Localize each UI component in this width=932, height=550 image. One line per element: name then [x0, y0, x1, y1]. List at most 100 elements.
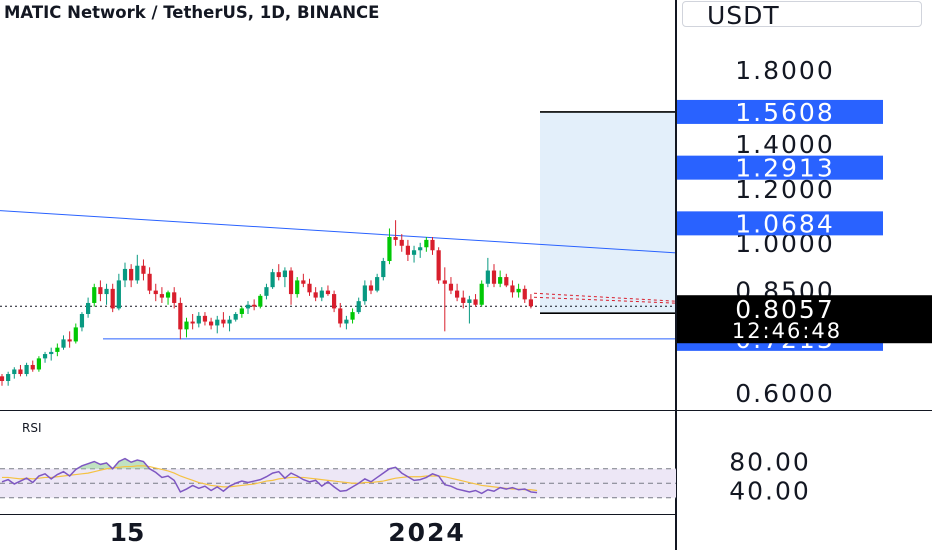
countdown-label: 12:46:48 — [732, 319, 842, 343]
rsi-overbought-fill — [2, 458, 538, 469]
candle-down — [129, 268, 134, 281]
currency-label: USDT — [707, 1, 780, 30]
price-tick-label: 1.8000 — [735, 56, 834, 85]
candle-up — [356, 301, 361, 313]
candle-down — [510, 285, 515, 293]
candle-up — [375, 277, 380, 291]
candle-down — [202, 315, 208, 322]
candle-down — [172, 292, 177, 303]
candle-down — [430, 239, 435, 251]
candle-down — [141, 265, 146, 274]
candle-up — [233, 313, 238, 320]
candle-up — [184, 321, 189, 330]
candle-up — [362, 285, 367, 302]
price-tick-label: 1.4000 — [735, 130, 834, 159]
candle-down — [399, 239, 404, 246]
candle-down — [18, 369, 23, 375]
candle-up — [245, 304, 251, 309]
chart-title: MATIC Network / TetherUS, 1D, BINANCE — [4, 3, 380, 22]
candle-up — [215, 319, 220, 326]
candle-down — [504, 277, 509, 286]
time-tick-label: 15 — [110, 518, 145, 547]
candle-down — [178, 302, 183, 330]
candle-up — [319, 290, 324, 298]
candle-up — [239, 308, 244, 314]
candle-down — [110, 288, 115, 309]
candle-up — [479, 283, 484, 305]
candle-up — [387, 236, 392, 262]
candle-up — [381, 261, 386, 278]
candle-down — [153, 290, 158, 295]
candle-up — [485, 270, 490, 284]
rsi-tick-label: 80.00 — [729, 448, 811, 477]
candle-down — [473, 299, 478, 305]
candle-up — [344, 319, 349, 324]
candle-up — [61, 339, 66, 348]
position-target-zone — [540, 111, 676, 314]
candle-up — [411, 250, 417, 255]
candle-up — [42, 354, 48, 359]
candle-down — [442, 280, 447, 284]
candle-up — [418, 247, 423, 251]
candle-up — [498, 277, 503, 284]
candle-down — [67, 339, 72, 342]
candle-up — [165, 292, 171, 298]
candle-up — [196, 315, 201, 324]
candle-up — [282, 270, 287, 278]
candle-up — [227, 319, 232, 324]
candle-up — [350, 312, 355, 320]
candle-down — [455, 290, 460, 298]
candle-up — [122, 268, 128, 281]
candle-down — [147, 273, 152, 291]
currency-selector[interactable]: USDT — [682, 1, 922, 30]
candle-down — [405, 245, 410, 255]
candle-up — [258, 295, 263, 307]
price-badge-label: 1.0684 — [735, 209, 834, 238]
candle-up — [55, 347, 60, 352]
candle-up — [36, 358, 41, 370]
candle-up — [270, 272, 275, 288]
price-badge-label: 1.2913 — [735, 154, 834, 183]
candle-up — [135, 265, 140, 281]
candle-up — [104, 288, 109, 295]
candle-up — [6, 374, 11, 381]
price-badge — [677, 155, 883, 180]
price-badge-label: 1.5608 — [735, 98, 834, 127]
rsi-label: RSI — [22, 421, 42, 435]
candle-up — [516, 288, 521, 293]
candle-down — [325, 290, 331, 295]
time-tick-label: 2024 — [388, 518, 466, 547]
candle-down — [30, 364, 35, 370]
last-price-label: 0.8057 — [735, 295, 834, 324]
candle-down — [368, 285, 374, 291]
price-tick-label: 1.2000 — [735, 175, 834, 204]
candle-down — [301, 280, 306, 284]
candle-down — [332, 294, 337, 309]
candle-up — [295, 280, 300, 295]
candle-down — [159, 294, 164, 298]
rsi-tick-label: 40.00 — [729, 477, 811, 506]
candle-up — [86, 302, 91, 314]
candle-down — [338, 308, 343, 324]
candle-up — [73, 327, 78, 342]
price-badge — [677, 99, 883, 124]
candle-down — [522, 288, 527, 300]
candle-down — [252, 304, 257, 307]
candle-down — [461, 297, 466, 303]
candle-down — [313, 292, 318, 298]
candle-down — [491, 270, 497, 284]
candle-up — [49, 351, 54, 355]
candle-down — [98, 287, 103, 295]
price-badge — [677, 211, 883, 236]
candle-down — [221, 319, 226, 324]
candle-down — [276, 272, 281, 278]
candle-down — [209, 321, 214, 326]
last-price-tag — [677, 295, 932, 344]
candle-down — [436, 250, 441, 281]
candle-down — [448, 283, 454, 291]
candle-down — [288, 270, 294, 295]
candle-up — [467, 299, 472, 303]
candle-up — [116, 280, 121, 309]
price-tick-label: 0.6000 — [735, 379, 834, 408]
